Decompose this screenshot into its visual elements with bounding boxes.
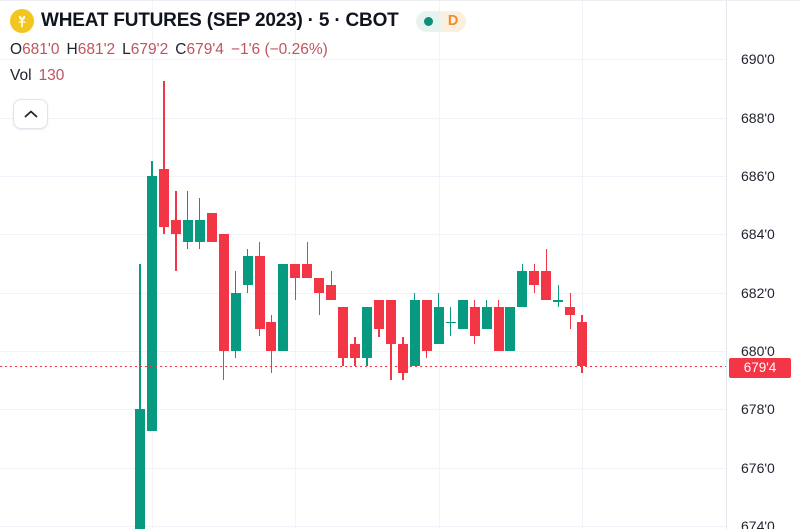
candle-up xyxy=(147,176,157,431)
candle-down xyxy=(577,322,587,366)
price-tick-label: 676'0 xyxy=(741,460,775,476)
market-status-badge[interactable]: D xyxy=(416,11,466,32)
candle-down xyxy=(350,344,360,359)
candle-down xyxy=(219,234,229,351)
ohlc-open: O681'0 xyxy=(10,41,60,59)
candle-up xyxy=(231,293,241,351)
candle-down xyxy=(290,264,300,279)
candle-down xyxy=(314,278,324,293)
wheat-symbol-icon xyxy=(10,9,34,33)
volume-row: Vol 130 xyxy=(10,67,466,85)
candle-down xyxy=(255,256,265,329)
candle-down xyxy=(422,300,432,351)
candle-up xyxy=(434,307,444,344)
price-tick-label: 690'0 xyxy=(741,51,775,67)
data-status-segment xyxy=(416,11,441,32)
ohlc-high: H681'2 xyxy=(67,41,116,59)
candle-down xyxy=(374,300,384,329)
candle-down xyxy=(386,300,396,344)
candle-down xyxy=(338,307,348,358)
candle-down xyxy=(302,264,312,279)
candle-down xyxy=(159,169,169,227)
candle-down xyxy=(326,285,336,300)
candle-up xyxy=(243,256,253,285)
ohlc-change: −1'6 (−0.26%) xyxy=(231,41,328,59)
candle-wick xyxy=(558,285,559,307)
candle-down xyxy=(266,322,276,351)
candle-up xyxy=(505,307,515,351)
candle-up xyxy=(135,409,145,529)
ohlc-close: C679'4 xyxy=(175,41,224,59)
candle-up xyxy=(482,307,492,329)
ohlc-low: L679'2 xyxy=(122,41,168,59)
candle-down xyxy=(541,271,551,300)
chart-legend: WHEAT FUTURES (SEP 2023) · 5 · CBOT D O6… xyxy=(10,9,466,85)
candle-up xyxy=(553,300,563,302)
candle-up xyxy=(410,300,420,366)
price-tick-label: 688'0 xyxy=(741,110,775,126)
last-price-line xyxy=(0,366,726,367)
candle-up xyxy=(195,220,205,242)
price-tick-label: 684'0 xyxy=(741,226,775,242)
candle-down xyxy=(470,307,480,336)
candle-down xyxy=(171,220,181,235)
delayed-data-badge: D xyxy=(441,11,466,32)
price-tick-label: 674'0 xyxy=(741,518,775,529)
candle-down xyxy=(565,307,575,314)
ohlc-row: O681'0 H681'2 L679'2 C679'4 −1'6 (−0.26%… xyxy=(10,41,466,59)
chevron-up-icon xyxy=(23,109,39,119)
candle-up xyxy=(278,264,288,352)
price-tick-label: 686'0 xyxy=(741,168,775,184)
candle-up xyxy=(362,307,372,358)
price-tick-label: 678'0 xyxy=(741,401,775,417)
candle-down xyxy=(494,307,504,351)
price-axis[interactable]: 690'0 688'0 686'0 684'0 682'0 680'0 678'0 676'0… xyxy=(726,1,800,529)
candle-down xyxy=(398,344,408,373)
legend-title-row: WHEAT FUTURES (SEP 2023) · 5 · CBOT D xyxy=(10,9,466,33)
candle-down xyxy=(207,213,217,242)
collapse-pane-button[interactable] xyxy=(13,99,48,129)
market-status-dot-icon xyxy=(424,17,433,26)
volume-value: 130 xyxy=(39,67,65,85)
price-tick-label: 680'0 xyxy=(741,343,775,359)
candle-up xyxy=(446,322,456,324)
symbol-title[interactable]: WHEAT FUTURES (SEP 2023) · 5 · CBOT xyxy=(41,10,399,32)
price-tick-label: 682'0 xyxy=(741,285,775,301)
volume-label: Vol xyxy=(10,67,32,85)
candle-up xyxy=(183,220,193,242)
last-price-badge: 679'4 xyxy=(729,358,791,378)
candle-up xyxy=(458,300,468,329)
candle-down xyxy=(529,271,539,286)
candle-up xyxy=(517,271,527,308)
